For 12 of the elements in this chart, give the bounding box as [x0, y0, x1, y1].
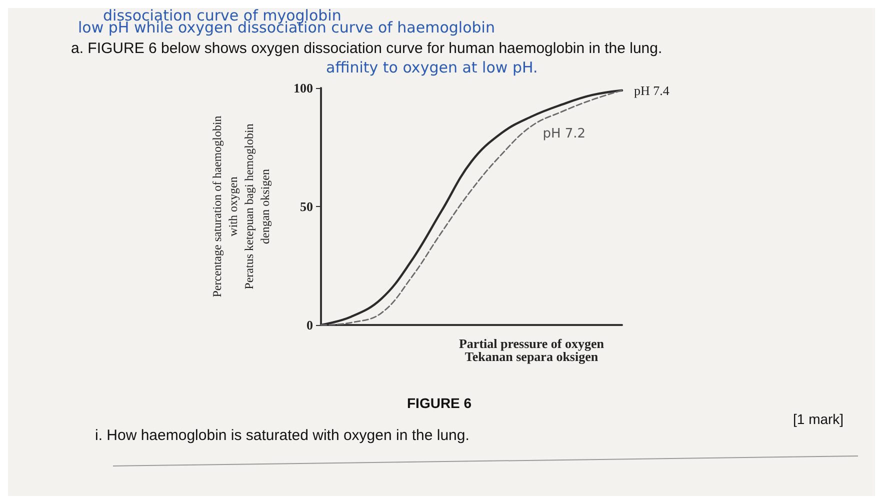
series-label: pH 7.4: [634, 82, 670, 98]
chart-title: a. FIGURE 6 below shows oxygen dissociation curve for human haemoglobin in the lung.: [71, 40, 662, 57]
y-tick-label: 0: [306, 318, 313, 332]
text: i. How haemoglobin is saturated with oxygen in the lung.: [95, 427, 470, 444]
series-label: pH 7.2: [542, 126, 586, 142]
caption: FIGURE 6: [407, 395, 472, 411]
x-axis-title: Partial pressure of oxygen Tekanan separa oksigen: [458, 336, 605, 364]
text: affinity to oxygen at low pH.: [326, 58, 538, 76]
y-axis-title: Percentage saturation of haemoglobin with oxygen Peratus ketepuan bagi hemoglobin dengan oksigen: [210, 116, 272, 298]
y-tick-label: 50: [300, 199, 313, 214]
y-tick-label: 100: [294, 80, 313, 96]
text: [1 mark]: [793, 411, 844, 427]
